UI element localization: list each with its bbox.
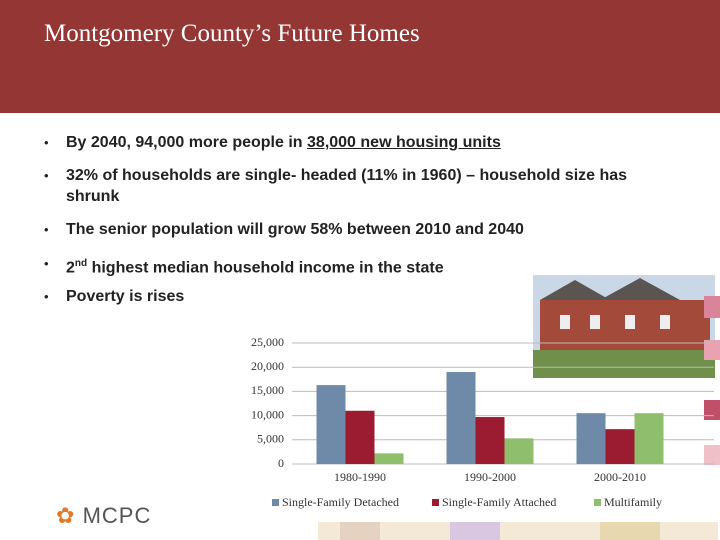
bar [504,438,534,464]
bullet-text: nd [74,258,88,269]
bar [316,385,346,464]
bar [345,410,375,464]
bullet: • 2nd highest median household income in … [44,256,444,277]
legend-swatch [432,499,439,506]
legend-label: Single-Family Detached [282,495,399,509]
bullet: • By 2040, 94,000 more people in 38,000 n… [44,134,501,151]
decor-squares [318,296,720,540]
bar [374,453,404,464]
legend-swatch [594,499,601,506]
house-photo [533,275,715,378]
y-tick-label: 20,000 [251,359,284,373]
logo-text: MCPC [82,503,152,528]
bullet-text: 2 [66,259,75,277]
bullet: • Poverty is rises [44,286,684,307]
bullet: • 32% of households are single- headed (1… [44,165,684,207]
bullet-text: 38,000 new housing units [307,134,501,151]
bar [446,372,476,464]
logo: ✿ MCPC [56,503,152,528]
legend-label: Single-Family Attached [442,495,556,509]
x-tick-label: 2000-2010 [594,470,646,484]
bar [475,417,505,464]
x-tick-label: 1990-2000 [464,470,516,484]
y-tick-label: 15,000 [251,383,284,397]
bullet: • The senior population will grow 58% bet… [44,219,684,240]
legend-label: Multifamily [604,495,662,509]
x-tick-label: 1980-1990 [334,470,386,484]
bar [576,413,606,464]
bullet-text: 32% of households are single- headed (11… [66,167,628,205]
y-tick-label: 5,000 [257,432,284,446]
legend-swatch [272,499,279,506]
slide-title: Montgomery County’s Future Homes [44,20,420,47]
bullet-text: highest median household income in the s… [87,259,444,277]
bar [605,429,635,464]
bullet-text: The senior population will grow 58% betw… [66,221,524,238]
y-tick-label: 25,000 [251,335,284,349]
bar [634,413,664,464]
bullet-text: By 2040, 94,000 more people in [66,134,308,151]
y-tick-label: 10,000 [251,407,284,421]
header: Montgomery County’s Future Homes [0,0,720,113]
bullet-text: Poverty is rises [66,288,185,305]
y-tick-label: 0 [278,456,284,470]
